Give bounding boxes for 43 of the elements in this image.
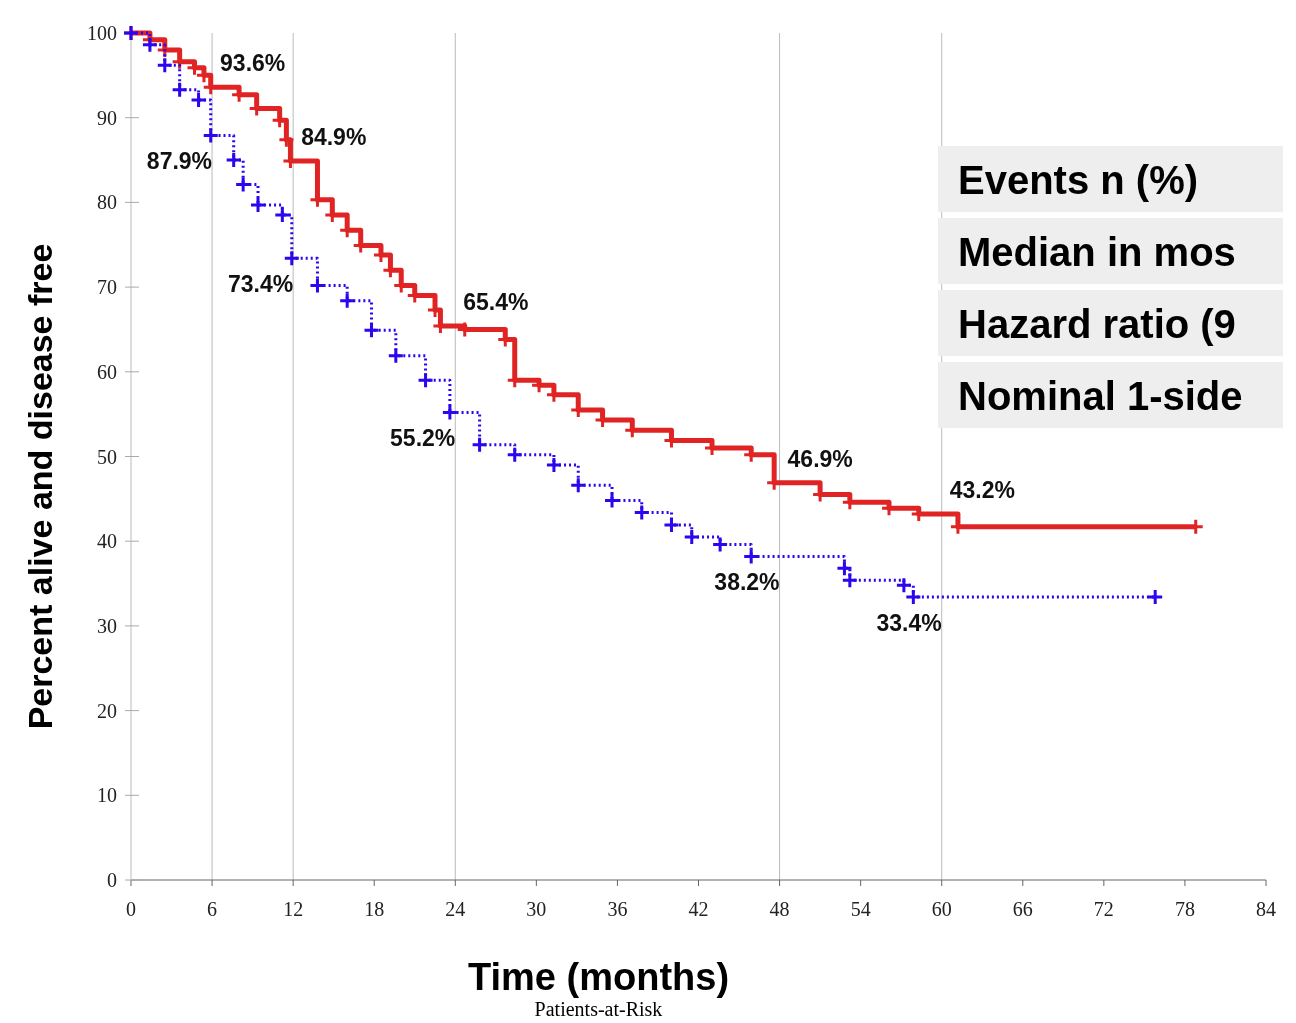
x-tick-label: 48 [769, 898, 790, 920]
y-tick-label: 20 [97, 699, 117, 722]
x-tick-label: 6 [207, 898, 218, 920]
annotation: 43.2% [949, 477, 1015, 504]
annotation: 46.9% [787, 445, 853, 472]
y-tick-label: 10 [97, 784, 117, 807]
x-tick-label: 72 [1093, 898, 1114, 920]
x-tick-label: 12 [283, 898, 304, 920]
x-tick-label: 54 [850, 898, 871, 920]
annotation: Hazard ratio (9 [958, 302, 1236, 346]
x-tick-label: 18 [364, 898, 385, 920]
x-tick-label: 24 [445, 898, 466, 920]
x-tick-label: 60 [931, 898, 952, 920]
annotation: Median in mos [958, 230, 1236, 274]
x-tick-label: 42 [688, 898, 709, 920]
y-tick-label: 80 [97, 191, 117, 214]
x-tick-label: 0 [126, 898, 136, 920]
annotation: Nominal 1-side [958, 374, 1243, 418]
text: Patients-at-Risk [534, 998, 663, 1020]
y-tick-label: 70 [97, 276, 117, 299]
x-tick-label: 84 [1256, 898, 1276, 920]
annotation: 73.4% [227, 271, 294, 298]
y-axis-title: Percent alive and disease free [21, 243, 59, 730]
y-tick-label: 100 [87, 22, 117, 44]
y-tick-label: 60 [97, 360, 117, 383]
annotation: 55.2% [390, 425, 456, 452]
annotation: 38.2% [714, 569, 780, 596]
x-axis-title: Time (months) [467, 956, 730, 998]
annotation: 87.9% [146, 148, 213, 175]
y-tick-label: 30 [97, 614, 117, 637]
annotation: 65.4% [463, 289, 529, 316]
annotation: 93.6% [220, 50, 286, 77]
annotation: Events n (%) [958, 158, 1199, 202]
x-tick-label: 66 [1012, 898, 1033, 920]
y-tick-label: 40 [97, 530, 117, 553]
y-tick-label: 50 [97, 445, 117, 468]
x-tick-label: 30 [526, 898, 547, 920]
x-tick-label: 78 [1174, 898, 1195, 920]
y-tick-label: 0 [107, 869, 117, 891]
annotation: 33.4% [876, 610, 942, 637]
y-tick-label: 90 [97, 106, 117, 129]
annotation: 84.9% [301, 123, 367, 150]
x-tick-label: 36 [607, 898, 628, 920]
